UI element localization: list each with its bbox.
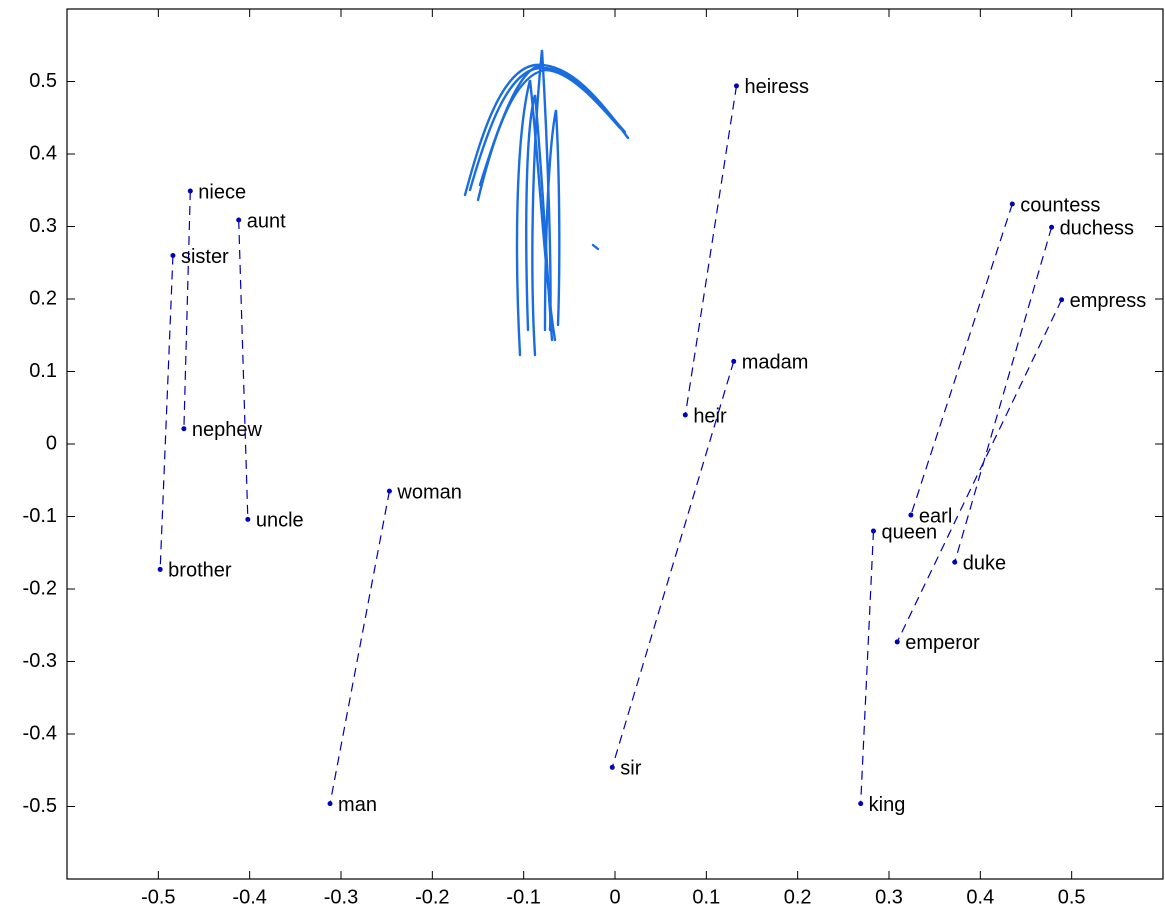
y-tick-label: 0 [46,432,57,454]
point-label: nephew [192,419,263,441]
point-label: duchess [1060,218,1135,240]
point-label: king [869,794,906,816]
point [952,560,957,565]
point [245,517,250,522]
y-tick-label: 0.4 [29,142,57,164]
point [731,359,736,364]
point [158,567,163,572]
point [1049,225,1054,230]
point [170,253,175,258]
x-tick-label: 0.1 [692,886,720,908]
point-label: empress [1070,290,1147,312]
point-label: queen [881,521,937,543]
point-label: sir [620,758,641,780]
point [188,188,193,193]
x-tick-label: -0.1 [506,886,540,908]
y-tick-label: 0.2 [29,287,57,309]
point [1059,297,1064,302]
point-label: niece [198,181,246,203]
point [858,801,863,806]
point [1010,202,1015,207]
y-tick-label: 0.5 [29,70,57,92]
point [908,513,913,518]
x-tick-label: -0.5 [141,886,175,908]
point-label: man [338,794,377,816]
x-tick-label: 0.3 [875,886,903,908]
x-tick-label: -0.3 [324,886,358,908]
point [734,83,739,88]
point-label: heiress [744,76,808,98]
point-label: countess [1020,194,1100,216]
point [610,765,615,770]
y-tick-label: -0.1 [23,505,57,527]
point-label: heir [693,405,727,427]
x-tick-label: 0.5 [1058,886,1086,908]
point [683,413,688,418]
point [236,217,241,222]
point [181,426,186,431]
x-tick-label: 0.4 [966,886,994,908]
point-label: emperor [905,632,980,654]
point-label: uncle [256,510,304,532]
x-tick-label: -0.4 [232,886,266,908]
point [328,801,333,806]
point [871,529,876,534]
plot-frame [67,9,1163,879]
y-tick-label: 0.3 [29,215,57,237]
y-tick-label: -0.5 [23,795,57,817]
point-label: duke [963,552,1006,574]
point [387,489,392,494]
y-tick-label: -0.4 [23,722,57,744]
point-label: brother [168,560,232,582]
point-label: woman [396,481,461,503]
x-tick-label: 0.2 [784,886,812,908]
x-tick-label: 0 [609,886,620,908]
point-label: madam [742,352,809,374]
chart: -0.5 -0.4 -0.3 -0.2 -0.1 0 0.1 0.2 0.3 0.4 0.5 -0.5… [0,0,1165,912]
point-label: sister [181,246,229,268]
y-tick-label: -0.3 [23,650,57,672]
x-tick-label: -0.2 [415,886,449,908]
point-label: aunt [247,210,286,232]
y-tick-label: 0.1 [29,360,57,382]
y-tick-label: -0.2 [23,577,57,599]
point [895,639,900,644]
